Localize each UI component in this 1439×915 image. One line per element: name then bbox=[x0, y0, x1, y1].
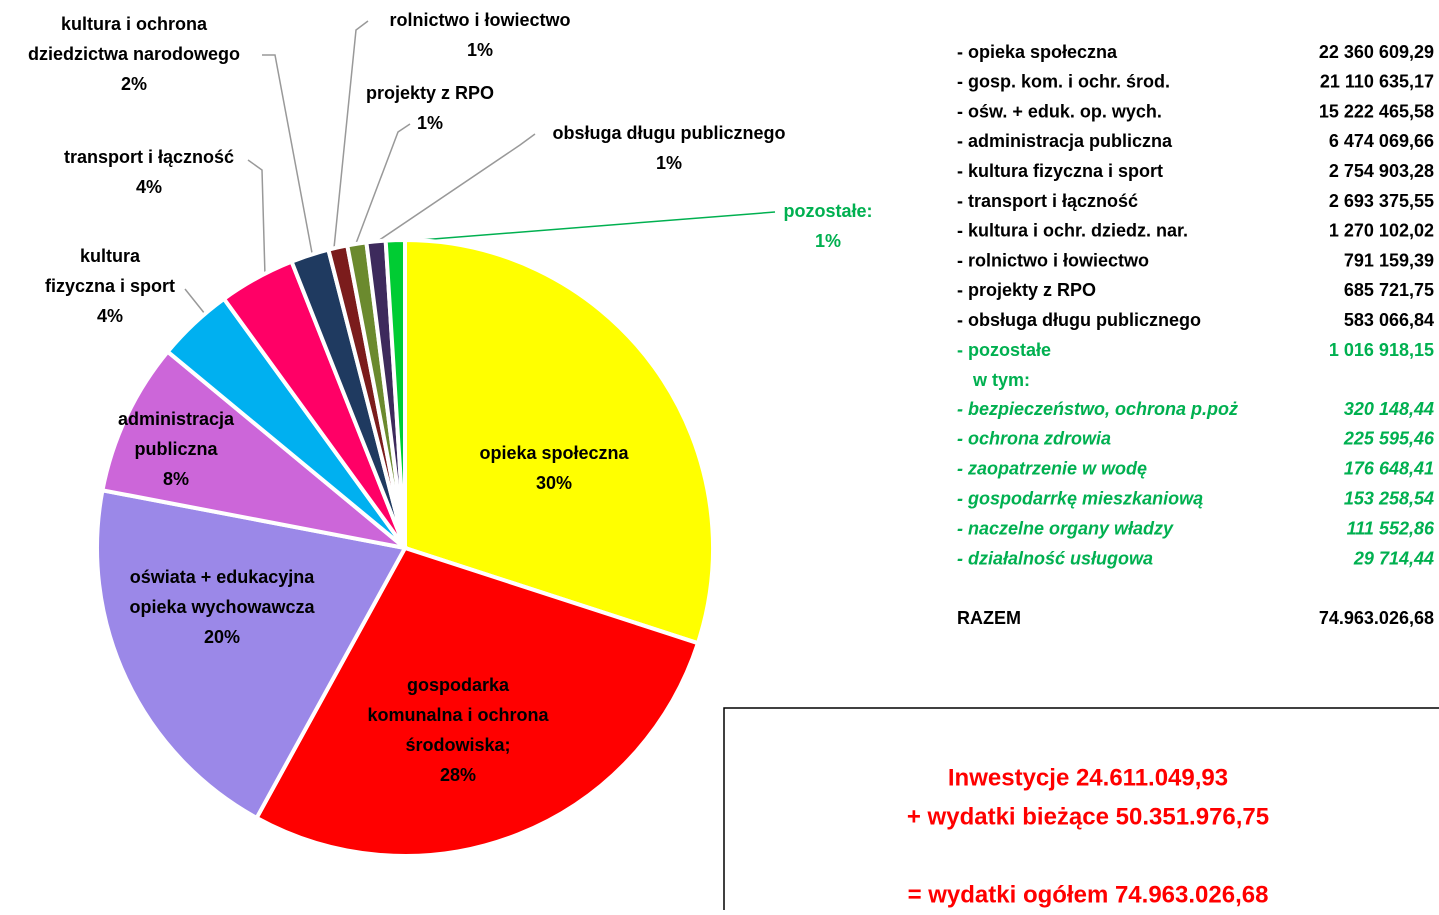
subrow-label: - zaopatrzenie w wodę bbox=[957, 459, 1147, 479]
row-label: - kultura fizyczna i sport bbox=[957, 161, 1163, 181]
slice-value-label: 30% bbox=[536, 473, 572, 493]
total-value: 74.963.026,68 bbox=[1319, 608, 1434, 628]
row-label: - ośw. + eduk. op. wych. bbox=[957, 101, 1162, 121]
slice-value-label: 4% bbox=[136, 177, 162, 197]
slice-value-label: 2% bbox=[121, 74, 147, 94]
slice-label: obsługa długu publicznego bbox=[553, 123, 786, 143]
leader-lines bbox=[184, 20, 776, 315]
row-label: - pozostałe bbox=[957, 340, 1051, 360]
row-label: - gosp. kom. i ochr. środ. bbox=[957, 72, 1170, 92]
row-label: - transport i łączność bbox=[957, 191, 1138, 211]
subheader: w tym: bbox=[972, 370, 1030, 390]
subrow-value: 320 148,44 bbox=[1344, 399, 1434, 419]
row-label: - projekty z RPO bbox=[957, 280, 1096, 300]
row-label: - administracja publiczna bbox=[957, 131, 1173, 151]
slice-label: opieka wychowawcza bbox=[129, 597, 315, 617]
leader-line bbox=[333, 20, 369, 249]
slice-label: kultura i ochrona bbox=[61, 14, 208, 34]
slice-label: publiczna bbox=[134, 439, 218, 459]
row-value: 685 721,75 bbox=[1344, 280, 1434, 300]
row-value: 791 159,39 bbox=[1344, 250, 1434, 270]
summary-box bbox=[723, 707, 1439, 910]
total-label: RAZEM bbox=[957, 608, 1021, 628]
slice-label: administracja bbox=[118, 409, 235, 429]
subrow-label: - bezpieczeństwo, ochrona p.poż bbox=[957, 399, 1238, 419]
slice-value-label: 1% bbox=[656, 153, 682, 173]
slice-label: transport i łączność bbox=[64, 147, 234, 167]
row-value: 22 360 609,29 bbox=[1319, 42, 1434, 62]
slice-label: kultura bbox=[80, 246, 141, 266]
pie-slice bbox=[403, 237, 715, 646]
summary-line: = wydatki ogółem 74.963.026,68 bbox=[908, 881, 1269, 908]
slice-label: opieka społeczna bbox=[479, 443, 629, 463]
pie-slice bbox=[383, 237, 407, 549]
slice-label: dziedzictwa narodowego bbox=[28, 44, 240, 64]
leader-line bbox=[184, 288, 206, 315]
slice-label: komunalna i ochrona bbox=[367, 705, 549, 725]
row-value: 1 270 102,02 bbox=[1329, 221, 1434, 241]
slice-label: pozostałe: bbox=[783, 201, 872, 221]
summary-line: + wydatki bieżące 50.351.976,75 bbox=[907, 803, 1269, 830]
subrow-label: - działalność usługowa bbox=[957, 548, 1153, 568]
leader-line bbox=[247, 159, 266, 277]
subrow-value: 153 258,54 bbox=[1344, 488, 1434, 508]
slice-value-label: 1% bbox=[417, 113, 443, 133]
leader-line bbox=[262, 54, 313, 254]
row-label: - rolnictwo i łowiectwo bbox=[957, 250, 1149, 270]
slice-label: środowiska; bbox=[405, 735, 510, 755]
subrow-label: - gospodarrkę mieszkaniową bbox=[957, 488, 1203, 508]
subrow-label: - ochrona zdrowia bbox=[957, 429, 1111, 449]
slice-label: rolnictwo i łowiectwo bbox=[389, 10, 570, 30]
pie-slice bbox=[100, 348, 407, 550]
slice-label: fizyczna i sport bbox=[45, 276, 175, 296]
row-label: - obsługa długu publicznego bbox=[957, 310, 1201, 330]
row-value: 583 066,84 bbox=[1344, 310, 1434, 330]
row-value: 21 110 635,17 bbox=[1320, 72, 1434, 92]
slice-value-label: 28% bbox=[440, 765, 476, 785]
slice-label: oświata + edukacyjna bbox=[130, 567, 316, 587]
slice-value-label: 20% bbox=[204, 627, 240, 647]
row-value: 6 474 069,66 bbox=[1329, 131, 1434, 151]
subrow-label: - naczelne organy władzy bbox=[957, 518, 1174, 538]
row-label: - opieka społeczna bbox=[957, 42, 1118, 62]
slice-label: gospodarka bbox=[407, 675, 510, 695]
row-value: 15 222 465,58 bbox=[1319, 101, 1434, 121]
summary-line: Inwestycje 24.611.049,93 bbox=[948, 764, 1228, 791]
subrow-value: 111 552,86 bbox=[1347, 518, 1435, 538]
slice-value-label: 4% bbox=[97, 306, 123, 326]
slice-label: projekty z RPO bbox=[366, 83, 494, 103]
pie-slice bbox=[95, 487, 409, 821]
subrow-value: 29 714,44 bbox=[1353, 548, 1434, 568]
leader-line bbox=[394, 211, 776, 243]
row-value: 1 016 918,15 bbox=[1329, 340, 1434, 360]
pie-slice bbox=[253, 545, 701, 858]
row-label: - kultura i ochr. dziedz. nar. bbox=[957, 221, 1188, 241]
row-value: 2 754 903,28 bbox=[1329, 161, 1434, 181]
leader-line bbox=[371, 133, 536, 246]
subrow-value: 176 648,41 bbox=[1344, 459, 1434, 479]
subrow-value: 225 595,46 bbox=[1343, 429, 1435, 449]
row-value: 2 693 375,55 bbox=[1329, 191, 1434, 211]
slice-value-label: 1% bbox=[467, 40, 493, 60]
slice-value-label: 8% bbox=[163, 469, 189, 489]
slice-value-label: 1% bbox=[815, 231, 841, 251]
leader-line bbox=[354, 123, 411, 247]
